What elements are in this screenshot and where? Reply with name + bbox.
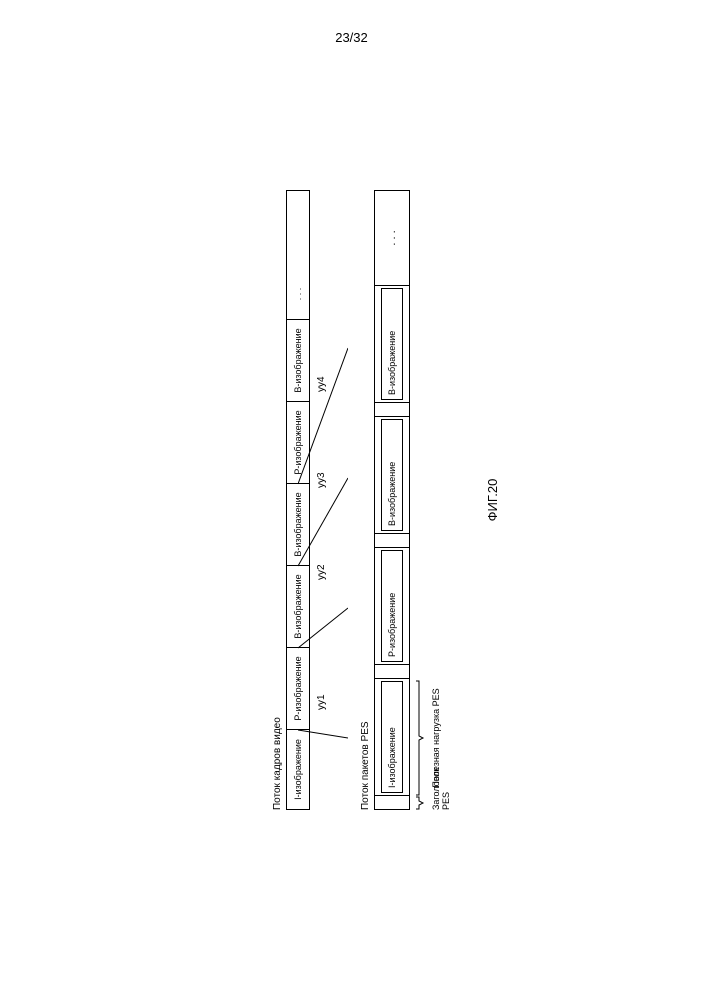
pes-payload: B-изображение bbox=[375, 417, 409, 533]
yy-lines bbox=[298, 190, 348, 810]
yy-label: yy4 bbox=[316, 376, 327, 392]
brace: Полезная нагрузка PES bbox=[412, 680, 430, 796]
yy-label: yy1 bbox=[316, 694, 327, 710]
pes-payload: P-изображение bbox=[375, 548, 409, 664]
pes-packet: P-изображение bbox=[375, 547, 409, 678]
video-stream-label: Поток кадров видео bbox=[272, 190, 283, 810]
page-number: 23/32 bbox=[335, 30, 368, 45]
pes-stream-label: Поток пакетов PES bbox=[360, 190, 371, 810]
pes-header bbox=[375, 664, 409, 678]
brace-label: Полезная нагрузка PES bbox=[432, 680, 442, 796]
pes-payload-text: B-изображение bbox=[381, 288, 403, 400]
pes-payload: I-изображение bbox=[375, 679, 409, 795]
pes-packet: I-изображение bbox=[375, 678, 409, 809]
pes-packet: B-изображение bbox=[375, 285, 409, 416]
pes-header bbox=[375, 533, 409, 547]
pes-ellipsis: . . . bbox=[375, 191, 409, 285]
yy-label: yy2 bbox=[316, 564, 327, 580]
pes-packet: B-изображение bbox=[375, 416, 409, 547]
yy-labels-container: yy1 yy2 yy3 yy4 bbox=[298, 190, 348, 810]
pes-payload-text: I-изображение bbox=[381, 681, 403, 793]
pes-payload: B-изображение bbox=[375, 286, 409, 402]
brace-row: ЗаголовокPESПолезная нагрузка PES bbox=[412, 190, 430, 810]
brace-label: ЗаголовокPES bbox=[432, 796, 452, 810]
pes-payload-text: P-изображение bbox=[381, 550, 403, 662]
pes-header bbox=[375, 795, 409, 809]
diagram: Поток кадров видео I-изображение P-изобра… bbox=[272, 190, 430, 810]
yy-label: yy3 bbox=[316, 472, 327, 488]
brace: ЗаголовокPES bbox=[412, 796, 430, 810]
pes-header bbox=[375, 402, 409, 416]
pes-payload-text: B-изображение bbox=[381, 419, 403, 531]
pes-stream: I-изображение P-изображение B-изображение B… bbox=[374, 190, 410, 810]
figure-label: ФИГ.20 bbox=[485, 479, 500, 522]
